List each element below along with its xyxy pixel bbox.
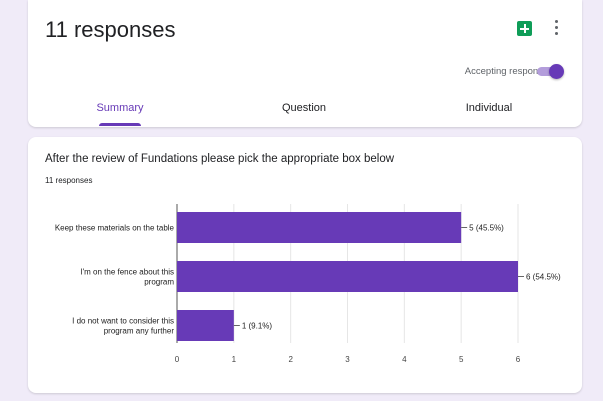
- category-label: I do not want to consider this: [72, 317, 174, 326]
- tab-individual[interactable]: Individual: [465, 102, 513, 114]
- more-options-icon[interactable]: [549, 18, 563, 38]
- google-sheets-icon[interactable]: [517, 21, 532, 36]
- x-tick-label: 5: [459, 355, 464, 364]
- data-label: 1 (9.1%): [242, 322, 273, 331]
- category-label: Keep these materials on the table: [55, 224, 175, 233]
- summary-header-card: 11 responses Accepting responses Summary…: [28, 0, 582, 127]
- tab-question[interactable]: Question: [281, 102, 327, 114]
- responses-title: 11 responses: [45, 17, 176, 42]
- accepting-responses-toggle[interactable]: [535, 64, 565, 79]
- category-label: program: [144, 278, 174, 287]
- tab-summary[interactable]: Summary: [96, 102, 144, 114]
- accepting-responses-label: Accepting responses: [464, 66, 553, 77]
- bar: [177, 212, 462, 243]
- question-response-count: 11 responses: [45, 176, 93, 185]
- x-tick-label: 3: [345, 355, 350, 364]
- x-tick-label: 4: [402, 355, 407, 364]
- x-tick-label: 1: [232, 355, 237, 364]
- active-tab-indicator: [99, 123, 141, 126]
- data-label: 5 (45.5%): [469, 224, 504, 233]
- x-tick-label: 2: [288, 355, 293, 364]
- category-label: program any further: [104, 327, 175, 336]
- bar: [177, 310, 234, 341]
- data-label: 6 (54.5%): [526, 273, 561, 282]
- question-summary-card: After the review of Fundations please pi…: [28, 137, 582, 393]
- x-tick-label: 0: [175, 355, 180, 364]
- bar: [177, 261, 518, 292]
- response-bar-chart: 0 1 2 3 4 5 6 5 (45.5%) Keep these materials on …: [55, 204, 561, 364]
- category-label: I'm on the fence about this: [80, 268, 174, 277]
- x-tick-label: 6: [516, 355, 521, 364]
- question-title: After the review of Fundations please pi…: [45, 153, 395, 165]
